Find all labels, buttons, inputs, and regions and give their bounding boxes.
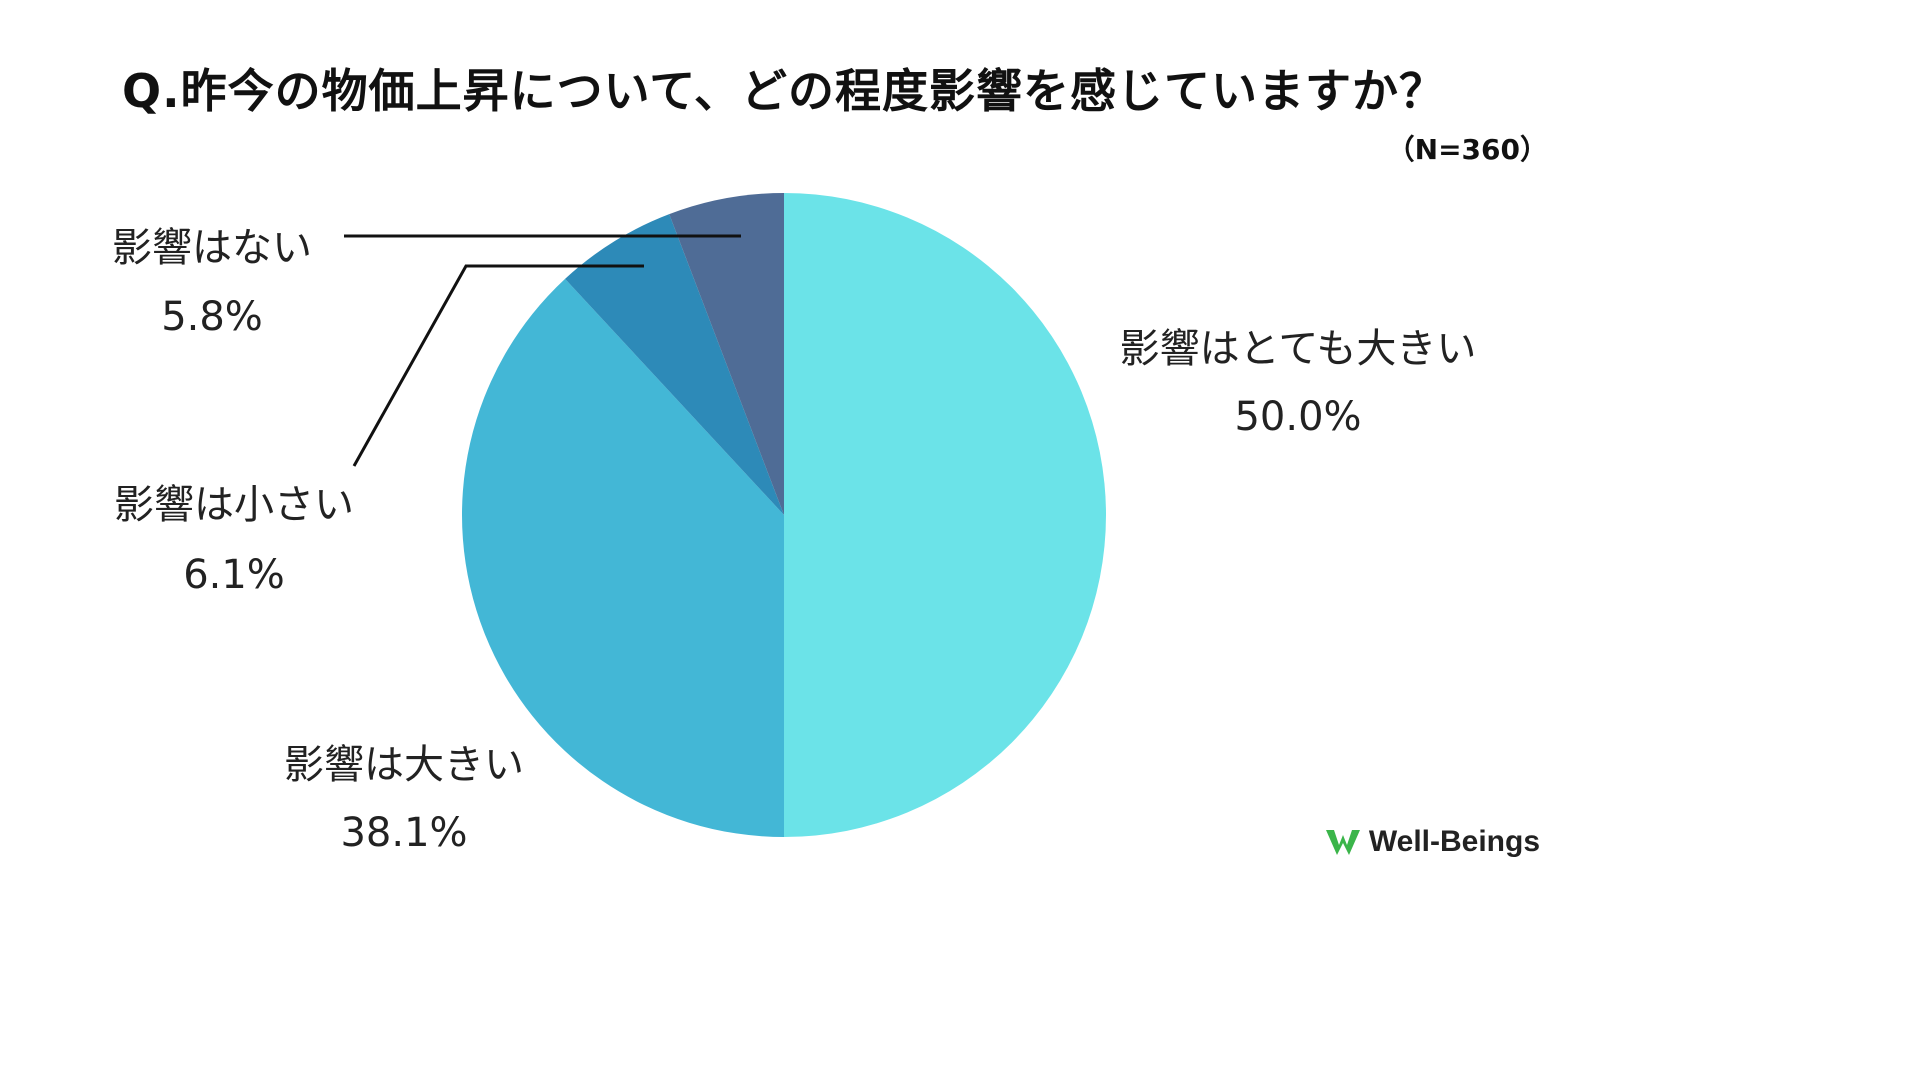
- brand-name: Well-Beings: [1368, 825, 1540, 858]
- pie-slice-large: [462, 278, 784, 837]
- slice-value-none: 5.8%: [161, 294, 263, 340]
- slice-value-small: 6.1%: [183, 552, 285, 598]
- pie-slices: [462, 193, 1106, 837]
- well-beings-logo-icon: [1325, 830, 1360, 855]
- slice-value-large: 38.1%: [340, 810, 467, 856]
- chart-title: Q.昨今の物価上昇について、どの程度影響を感じていますか？: [122, 64, 1446, 118]
- slice-label-small: 影響は小さい: [114, 482, 354, 528]
- leader-line-small: [352, 264, 644, 467]
- brand-logo: Well-Beings: [1325, 825, 1540, 859]
- slice-label-large: 影響は大きい: [284, 742, 524, 788]
- leader-lines: [344, 234, 741, 467]
- pie-slice-small: [565, 214, 784, 515]
- slice-label-very-large: 影響はとても大きい: [1120, 326, 1477, 372]
- slice-label-none: 影響はない: [112, 225, 312, 271]
- pie-slice-none: [669, 193, 784, 515]
- slice-value-very-large: 50.0%: [1234, 394, 1361, 440]
- sample-size-label: （N=360）: [1386, 133, 1548, 166]
- pie-chart: 影響はとても大きい 50.0% 影響は大きい 38.1% 影響は小さい 6.1%…: [112, 193, 1477, 856]
- pie-slice-very-large: [784, 193, 1106, 837]
